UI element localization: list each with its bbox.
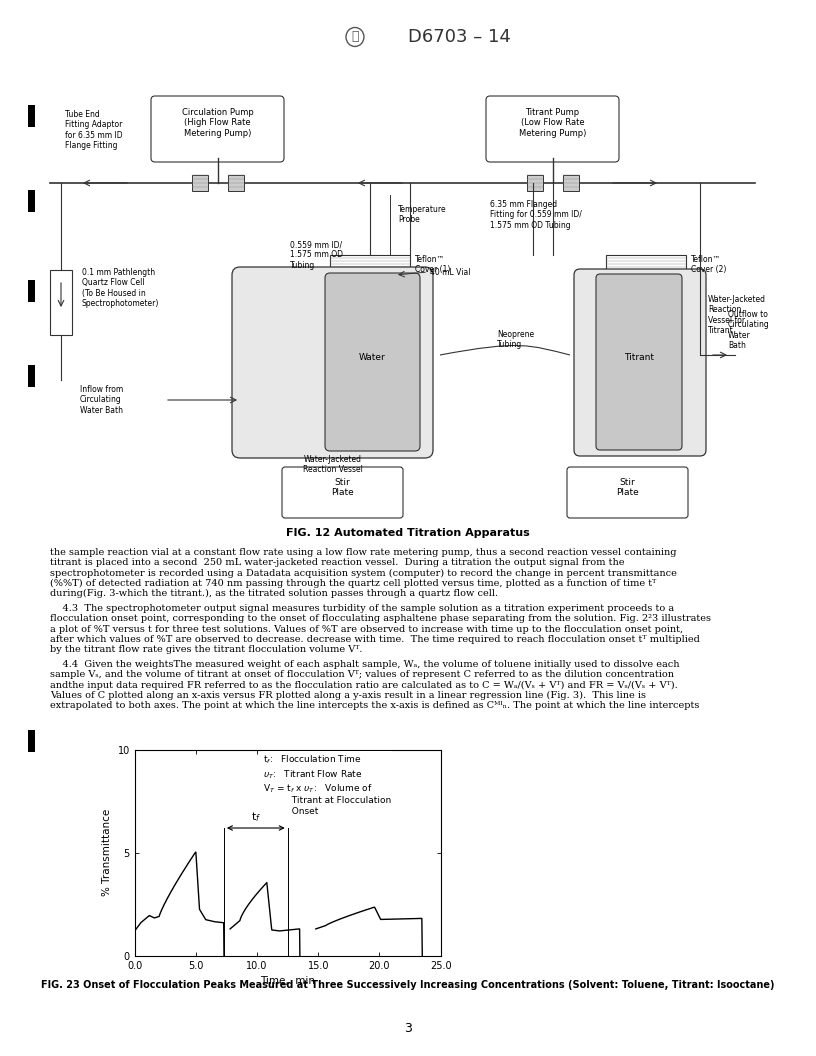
Bar	[192, 175, 207, 191]
Bar	[50, 270, 72, 335]
Text: by the titrant flow rate gives the titrant flocculation volume Vᵀ.: by the titrant flow rate gives the titra…	[50, 645, 362, 654]
Text: Titrant Pump
(Low Flow Rate
Metering Pump): Titrant Pump (Low Flow Rate Metering Pum…	[519, 108, 586, 137]
Text: Outflow to
Circulating
Water
Bath: Outflow to Circulating Water Bath	[728, 310, 769, 351]
Text: Circulation Pump
(High Flow Rate
Metering Pump): Circulation Pump (High Flow Rate Meterin…	[182, 108, 254, 137]
Text: Temperature
Probe: Temperature Probe	[398, 205, 446, 224]
Text: Stir
Plate: Stir Plate	[331, 478, 354, 497]
Text: Stir
Plate: Stir Plate	[616, 478, 639, 497]
Text: 0.1 mm Pathlength
Quartz Flow Cell
(To Be Housed in
Spectrophotometer): 0.1 mm Pathlength Quartz Flow Cell (To B…	[82, 268, 159, 308]
X-axis label: Time,  min: Time, min	[260, 976, 315, 986]
Y-axis label: % Transmittance: % Transmittance	[102, 809, 112, 897]
Bar	[28, 105, 35, 127]
FancyBboxPatch shape	[232, 267, 433, 458]
FancyBboxPatch shape	[486, 96, 619, 162]
Bar	[228, 175, 243, 191]
Text: titrant is placed into a second  250 mL water-jacketed reaction vessel.  During : titrant is placed into a second 250 mL w…	[50, 559, 624, 567]
Text: Values of C plotted along an x-axis versus FR plotted along a y-axis result in a: Values of C plotted along an x-axis vers…	[50, 691, 646, 700]
Text: Titrant: Titrant	[624, 354, 654, 362]
Text: 4.3  The spectrophotometer output signal measures turbidity of the sample soluti: 4.3 The spectrophotometer output signal …	[50, 604, 674, 614]
Bar	[28, 280, 35, 302]
FancyBboxPatch shape	[282, 467, 403, 518]
Text: Inflow from
Circulating
Water Bath: Inflow from Circulating Water Bath	[80, 385, 123, 415]
Text: 3: 3	[404, 1022, 412, 1035]
Text: D6703 – 14: D6703 – 14	[408, 27, 511, 46]
Text: flocculation onset point, corresponding to the onset of flocculating asphaltene : flocculation onset point, corresponding …	[50, 615, 711, 623]
Bar	[606, 254, 686, 274]
Text: Tube End
Fitting Adaptor
for 6.35 mm ID
Flange Fitting: Tube End Fitting Adaptor for 6.35 mm ID …	[65, 110, 122, 150]
Text: t$_f$: t$_f$	[251, 810, 261, 824]
Text: a plot of %T versus t for three test solutions. Values of %T are observed to inc: a plot of %T versus t for three test sol…	[50, 624, 683, 634]
Text: FIG. 12 Automated Titration Apparatus: FIG. 12 Automated Titration Apparatus	[286, 528, 530, 538]
Text: Water-Jacketed
Reaction Vessel: Water-Jacketed Reaction Vessel	[303, 455, 362, 474]
Bar	[28, 365, 35, 386]
Text: FIG. 23 Onset of Flocculation Peaks Measured at Three Successively Increasing Co: FIG. 23 Onset of Flocculation Peaks Meas…	[42, 980, 774, 989]
Text: Ⓐ: Ⓐ	[351, 31, 359, 43]
Text: extrapolated to both axes. The point at which the line intercepts the x-axis is : extrapolated to both axes. The point at …	[50, 701, 699, 710]
Text: 40 mL Vial: 40 mL Vial	[430, 268, 471, 277]
Text: spectrophotometer is recorded using a Datadata acquisition system (computer) to : spectrophotometer is recorded using a Da…	[50, 568, 677, 578]
FancyBboxPatch shape	[574, 269, 706, 456]
Text: 0.559 mm ID/
1.575 mm OD
Tubing: 0.559 mm ID/ 1.575 mm OD Tubing	[290, 240, 343, 269]
Text: Teflon™
Cover (2): Teflon™ Cover (2)	[691, 254, 726, 275]
Bar	[330, 254, 410, 274]
Text: andthe input data required FR referred to as the flocculation ratio are calculat: andthe input data required FR referred t…	[50, 681, 678, 690]
Text: during(Fig. 3-which the titrant.), as the titrated solution passes through a qua: during(Fig. 3-which the titrant.), as th…	[50, 589, 498, 598]
Text: Water: Water	[359, 354, 386, 362]
Text: 4.4  Given the weightsThe measured weight of each asphalt sample, Wₐ, the volume: 4.4 Given the weightsThe measured weight…	[50, 660, 680, 670]
Text: the sample reaction vial at a constant flow rate using a low flow rate metering : the sample reaction vial at a constant f…	[50, 548, 676, 557]
FancyBboxPatch shape	[325, 274, 420, 451]
FancyBboxPatch shape	[567, 467, 688, 518]
Text: sample Vₛ, and the volume of titrant at onset of flocculation Vᵀ; values of repr: sample Vₛ, and the volume of titrant at …	[50, 671, 674, 679]
Text: Teflon™
Cover (1): Teflon™ Cover (1)	[415, 254, 450, 275]
Text: Neoprene
Tubing: Neoprene Tubing	[497, 329, 534, 350]
Text: t$_f$:   Flocculation Time
$\upsilon_T$:   Titrant Flow Rate
V$_T$ = t$_f$ x $\u: t$_f$: Flocculation Time $\upsilon_T$: T…	[263, 754, 392, 816]
Text: after which values of %T are observed to decrease. decrease with time.  The time: after which values of %T are observed to…	[50, 635, 700, 644]
Bar	[28, 730, 35, 752]
Text: (%%T) of detected radiation at 740 nm passing through the quartz cell plotted ve: (%%T) of detected radiation at 740 nm pa…	[50, 579, 656, 588]
Bar	[28, 190, 35, 212]
Text: 6.35 mm Flanged
Fitting for 0.559 mm ID/
1.575 mm OD Tubing: 6.35 mm Flanged Fitting for 0.559 mm ID/…	[490, 200, 582, 230]
Text: Water-Jacketed
Reaction
Vessel for
Titrant: Water-Jacketed Reaction Vessel for Titra…	[708, 295, 766, 335]
FancyBboxPatch shape	[596, 274, 682, 450]
FancyBboxPatch shape	[151, 96, 284, 162]
Bar	[562, 175, 579, 191]
Bar	[526, 175, 543, 191]
